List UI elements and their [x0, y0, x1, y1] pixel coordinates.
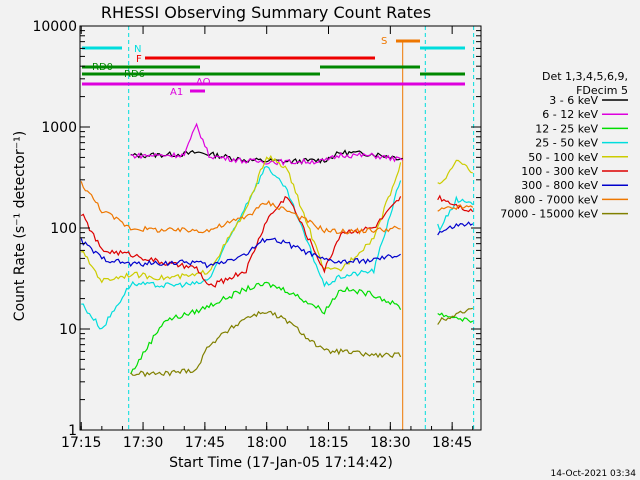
x-tick-label-0: 17:15: [61, 435, 101, 451]
chart-title: RHESSI Observing Summary Count Rates: [101, 3, 431, 22]
legend-entry-4: 50 - 100 keV: [528, 151, 598, 164]
flag-label-3: RD0: [92, 62, 113, 73]
legend-entry-6: 300 - 800 keV: [521, 179, 598, 192]
legend-entry-0: 3 - 6 keV: [549, 94, 598, 107]
series-line-5: [80, 194, 474, 288]
series-line-3: [81, 165, 474, 330]
series-line-7: [80, 181, 474, 235]
x-tick-label-2: 17:45: [185, 435, 225, 451]
series-line-2: [130, 281, 474, 375]
legend-title-line-0: Det 1,3,4,5,6,9,: [542, 70, 628, 83]
plot-area: [80, 26, 475, 430]
legend-title-line-1: FDecim 5: [576, 84, 628, 97]
generation-timestamp: 14-Oct-2021 03:34: [551, 469, 637, 479]
legend-entry-8: 7000 - 15000 keV: [500, 208, 598, 221]
x-tick-label-4: 18:15: [308, 435, 348, 451]
legend-entry-5: 100 - 300 keV: [521, 165, 598, 178]
flag-label-1: F: [136, 54, 142, 65]
y-tick-label-0: 1: [68, 423, 77, 439]
series-line-8: [130, 307, 473, 378]
x-tick-label-1: 17:30: [123, 435, 163, 451]
flag-label-4: RD6: [124, 69, 145, 80]
y-axis-label: Count Rate (s⁻¹ detector⁻¹): [12, 131, 28, 321]
flag-label-0: N: [134, 44, 141, 55]
plot-frame: [79, 25, 482, 431]
flag-label-2: S: [381, 36, 387, 47]
legend-entry-3: 25 - 50 keV: [535, 137, 598, 150]
axes: 17:15 17:30 17:45 18:00 18:15 18:30 18:45 1 10 10…: [32, 19, 482, 451]
legend-entry-2: 12 - 25 keV: [535, 122, 598, 135]
series-line-6: [80, 221, 474, 269]
x-tick-label-5: 18:30: [370, 435, 410, 451]
series-line-1: [130, 122, 404, 167]
flag-label-5: AO: [196, 77, 211, 88]
legend-entry-1: 6 - 12 keV: [542, 108, 598, 121]
flag-label-6: A1: [170, 87, 183, 98]
y-tick-label-4: 10000: [32, 19, 77, 35]
observing-flags: NF S RD0 RD6 AO A1: [82, 36, 465, 98]
y-tick-label-1: 10: [59, 322, 77, 338]
legend-entry-7: 800 - 7000 keV: [514, 193, 598, 206]
x-tick-label-6: 18:45: [432, 435, 472, 451]
y-tick-label-2: 100: [50, 221, 77, 237]
x-axis-label: Start Time (17-Jan-05 17:14:42): [169, 455, 393, 471]
y-tick-label-3: 1000: [41, 120, 77, 136]
x-tick-label-3: 18:00: [247, 435, 287, 451]
